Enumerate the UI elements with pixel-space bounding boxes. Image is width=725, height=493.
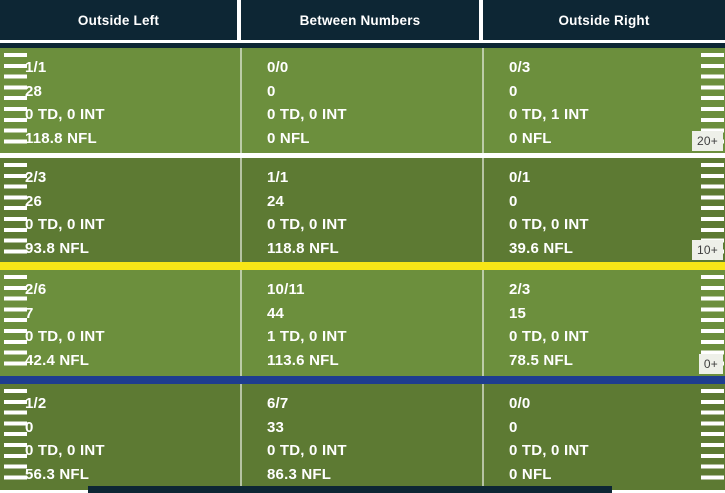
yards: 26 <box>25 192 43 210</box>
comp-att: 1/2 <box>25 395 47 412</box>
zone-row-20plus: 1/1 28 0 TD, 0 INT 118.8 NFL 0/0 0 0 TD,… <box>0 48 725 153</box>
hash-marks-left <box>4 389 27 485</box>
bottom-partial-bar <box>88 486 612 493</box>
nfl-rating: 118.8 NFL <box>25 129 97 147</box>
header-outside-left-label: Outside Left <box>77 12 160 28</box>
hash-marks-left <box>4 275 27 371</box>
comp-att: 0/3 <box>509 59 531 76</box>
comp-att: 0/0 <box>267 59 289 76</box>
zone-cell: 6/7 33 0 TD, 0 INT 86.3 NFL <box>240 384 482 490</box>
nfl-rating: 39.6 NFL <box>509 239 574 257</box>
hash-marks-right <box>701 163 724 257</box>
nfl-rating: 42.4 NFL <box>25 351 90 369</box>
nfl-rating: 118.8 NFL <box>267 239 339 257</box>
comp-att: 1/1 <box>267 169 289 186</box>
td-int: 0 TD, 0 INT <box>267 106 347 123</box>
td-int: 0 TD, 0 INT <box>509 328 589 345</box>
td-int: 0 TD, 0 INT <box>267 216 347 233</box>
yards: 0 <box>509 82 518 100</box>
zone-row-behind-line: 1/2 0 0 TD, 0 INT 56.3 NFL 6/7 33 0 TD, … <box>0 384 725 490</box>
zone-cell: 0/3 0 0 TD, 1 INT 0 NFL <box>482 48 725 153</box>
scrimmage-line <box>0 376 725 384</box>
nfl-rating: 0 NFL <box>509 465 552 483</box>
yards: 44 <box>267 304 285 322</box>
yards: 7 <box>25 304 34 322</box>
comp-att: 2/3 <box>509 281 531 298</box>
zone-cell: 0/0 0 0 TD, 0 INT 0 NFL <box>240 48 482 153</box>
header-outside-right-label: Outside Right <box>558 12 650 28</box>
white-gap <box>0 40 725 43</box>
zone-cell: 10/11 44 1 TD, 0 INT 113.6 NFL <box>240 270 482 376</box>
yards: 15 <box>509 304 527 322</box>
nfl-rating: 0 NFL <box>509 129 552 147</box>
nfl-rating: 86.3 NFL <box>267 465 332 483</box>
hash-marks-right <box>701 275 724 371</box>
td-int: 0 TD, 0 INT <box>25 106 105 123</box>
yards: 0 <box>509 192 518 210</box>
comp-att: 2/6 <box>25 281 47 298</box>
yard-marker-0plus: 0+ <box>698 354 723 374</box>
header-outside-left: Outside Left <box>0 0 237 40</box>
yards: 0 <box>509 418 518 436</box>
hash-marks-left <box>4 163 27 257</box>
td-int: 0 TD, 0 INT <box>267 442 347 459</box>
zone-cell: 1/1 28 0 TD, 0 INT 118.8 NFL <box>0 48 240 153</box>
zone-cell: 0/0 0 0 TD, 0 INT 0 NFL <box>482 384 725 490</box>
hash-marks-right <box>701 53 724 148</box>
td-int: 0 TD, 1 INT <box>509 106 589 123</box>
td-int: 0 TD, 0 INT <box>509 442 589 459</box>
header-between-numbers: Between Numbers <box>241 0 479 40</box>
column-header-bar: Outside Left Between Numbers Outside Rig… <box>0 0 725 40</box>
td-int: 0 TD, 0 INT <box>509 216 589 233</box>
td-int: 1 TD, 0 INT <box>267 328 347 345</box>
zone-cell: 1/2 0 0 TD, 0 INT 56.3 NFL <box>0 384 240 490</box>
field-top-line <box>0 43 725 48</box>
yard-marker-20plus: 20+ <box>692 131 723 151</box>
yards: 0 <box>267 82 276 100</box>
nfl-rating: 56.3 NFL <box>25 465 90 483</box>
nfl-rating: 113.6 NFL <box>267 351 339 369</box>
nfl-rating: 93.8 NFL <box>25 239 90 257</box>
zone-cell: 2/6 7 0 TD, 0 INT 42.4 NFL <box>0 270 240 376</box>
header-outside-right: Outside Right <box>483 0 725 40</box>
white-gap <box>0 153 725 158</box>
yards: 33 <box>267 418 285 436</box>
yards: 0 <box>25 418 34 436</box>
comp-att: 0/1 <box>509 169 531 186</box>
td-int: 0 TD, 0 INT <box>25 216 105 233</box>
yards: 28 <box>25 82 43 100</box>
td-int: 0 TD, 0 INT <box>25 328 105 345</box>
yards: 24 <box>267 192 285 210</box>
zone-row-0plus: 2/6 7 0 TD, 0 INT 42.4 NFL 10/11 44 1 TD… <box>0 270 725 376</box>
td-int: 0 TD, 0 INT <box>25 442 105 459</box>
first-down-line <box>0 262 725 270</box>
zone-cell: 2/3 15 0 TD, 0 INT 78.5 NFL <box>482 270 725 376</box>
zone-cell: 1/1 24 0 TD, 0 INT 118.8 NFL <box>240 158 482 262</box>
comp-att: 0/0 <box>509 395 531 412</box>
zone-cell: 2/3 26 0 TD, 0 INT 93.8 NFL <box>0 158 240 262</box>
zone-cell: 0/1 0 0 TD, 0 INT 39.6 NFL <box>482 158 725 262</box>
hash-marks-left <box>4 53 27 148</box>
zone-row-10plus: 2/3 26 0 TD, 0 INT 93.8 NFL 1/1 24 0 TD,… <box>0 158 725 262</box>
hash-marks-right <box>701 389 724 485</box>
comp-att: 10/11 <box>267 281 305 298</box>
nfl-rating: 0 NFL <box>267 129 310 147</box>
comp-att: 1/1 <box>25 59 47 76</box>
comp-att: 2/3 <box>25 169 47 186</box>
nfl-rating: 78.5 NFL <box>509 351 574 369</box>
comp-att: 6/7 <box>267 395 289 412</box>
header-between-numbers-label: Between Numbers <box>299 12 421 28</box>
yard-marker-10plus: 10+ <box>692 240 723 260</box>
